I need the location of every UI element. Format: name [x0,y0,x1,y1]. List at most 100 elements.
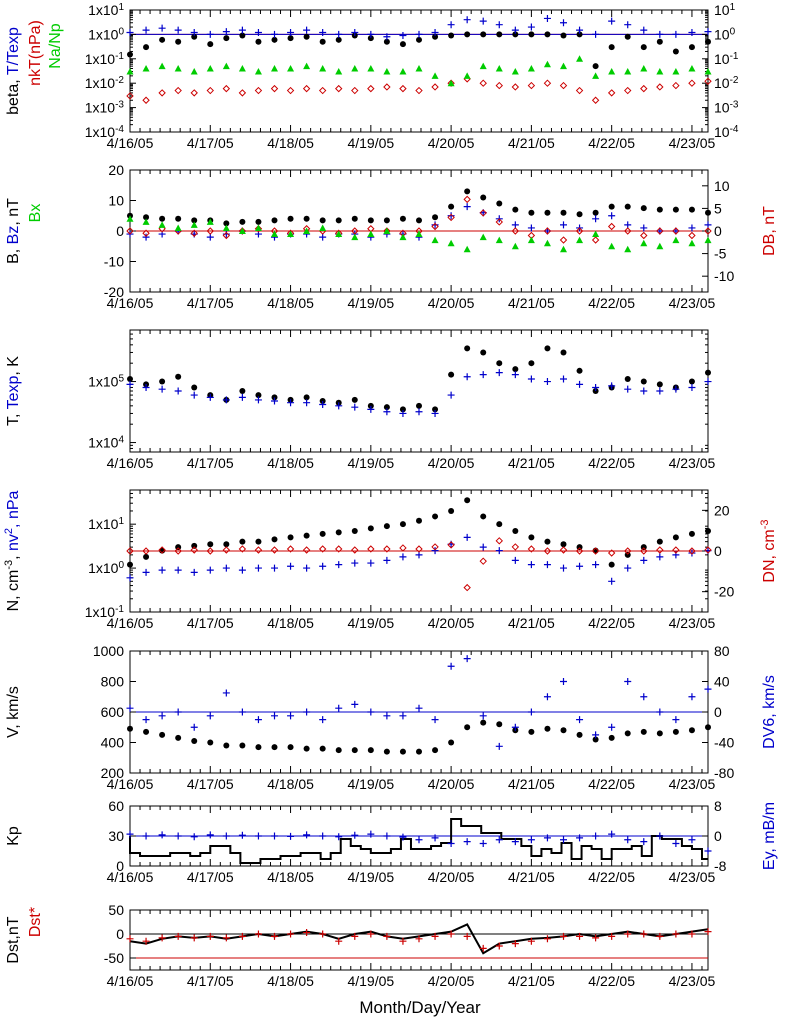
panel-density-right-axis-label-part-1: -3 [759,519,771,529]
panel-velocity-series-0-point [672,728,679,735]
panel-plasma-beta-series-0-point [255,38,262,45]
panel-velocity-date-label-5: 4/21/05 [508,776,555,792]
panel-plasma-beta-right-y-tick-label-1-exp: 0 [730,26,736,37]
panel-velocity-date-label-4: 4/20/05 [428,776,475,792]
panel-density-right-y-tick-label-1-base: 0 [714,543,722,559]
panel-velocity-right-y-tick-label-3-base: -40 [714,735,734,751]
panel-magnetic-field-series-0-point [383,217,390,224]
panel-velocity-series-1-point [222,689,230,697]
panel-velocity-series-0-point [705,724,711,731]
panel-magnetic-field-series-3-point [576,236,584,244]
panel-density-series-0-point [191,542,198,549]
panel-density-date-label-4: 4/20/05 [428,615,475,631]
panel-kp-index-right-axis-label: Ey, mB/m [761,802,778,870]
panel-plasma-beta-series-2-point [431,83,439,91]
panel-density-series-1-point [592,561,600,569]
panel-dst-index-date-label-1: 4/17/05 [187,973,234,989]
panel-velocity-series-0-point [351,747,358,754]
panel-magnetic-field-series-0-point [367,217,374,224]
panel-magnetic-field-series-2-point [222,231,231,240]
panel-density-series-2-point [206,547,214,555]
panel-plasma-beta-series-3-point [303,62,311,70]
panel-velocity-series-1-point [287,712,295,720]
panel-plasma-beta-series-1-point [158,24,166,32]
panel-magnetic-field-series-3-point [287,230,295,238]
panel-plasma-beta: 4/16/05 4/17/05 4/18/05 4/19/05 4/20/05 4/21/… [107,9,716,151]
panel-magnetic-field-right-y-tick-label-1-base: 5 [714,200,722,216]
panel-magnetic-field-series-3-point [688,239,696,247]
panel-plasma-beta-series-3-point [383,68,391,75]
panel-density-series-2-point [479,557,487,565]
panel-density-y-tick-label-2: 1x10-1 [85,604,125,621]
panel-magnetic-field-series-3-point [704,236,712,244]
panel-density-series-2-point [158,546,166,554]
panel-velocity-series-0-point [496,721,503,728]
panel-kp-index-left-axis-label-part-0: Kp [5,826,22,846]
panel-plasma-beta-left-axis-label-part-1: T/Texp [5,27,22,75]
panel-plasma-beta-series-0-point [608,44,615,51]
panel-plasma-beta-series-0-point [399,41,406,48]
panel-plasma-beta-date-label-4: 4/20/05 [428,135,475,151]
panel-plasma-beta-date-label-2: 4/18/05 [267,135,314,151]
panel-kp-index-series-1-point [415,836,423,844]
panel-plasma-beta-series-3-point [158,62,166,70]
panel-dst-index-series-1-point [608,932,616,940]
panel-density-series-2-point [399,544,407,552]
panel-plasma-beta-series-3-point [495,65,503,72]
panel-magnetic-field-series-1-point [142,233,150,241]
panel-plasma-beta-series-0-point [672,48,679,55]
panel-magnetic-field-series-3-point [399,233,407,241]
panel-magnetic-field-right-y-tick-label-0: 10 [714,178,730,194]
panel-density-series-2-point [656,546,664,554]
panel-velocity-series-0-point [656,730,663,737]
panel-dst-index-series-1-point [447,930,455,938]
panel-plasma-beta-series-1-point [238,26,246,34]
panel-plasma-beta-series-3-point [640,65,648,72]
panel-plasma-beta-series-3-point [206,65,214,72]
panel-magnetic-field-series-0-point [688,206,695,213]
panel-magnetic-field-series-2-point [672,227,680,235]
panel-velocity-series-0-point [480,719,487,726]
panel-plasma-beta-series-3-point [624,68,632,75]
panel-dst-index-series-1-point [174,932,182,940]
panel-velocity-series-1-point [431,716,439,724]
panel-magnetic-field-series-2-point [431,222,439,231]
panel-plasma-beta-series-3-point [287,65,295,72]
panel-plasma-beta-series-2-point [543,79,552,87]
panel-velocity-series-0-point [207,739,214,746]
panel-plasma-beta-y-tick-label-0: 1x101 [88,2,124,19]
panel-dst-index-series-1-point [335,937,343,945]
panel-temperature-series-0-point [191,384,198,391]
panel-velocity-date-label-0: 4/16/05 [107,776,154,792]
panel-kp-index-y-tick-label-2: 0 [116,858,124,874]
panel-plasma-beta-y-tick-label-5: 1x10-4 [85,124,125,141]
panel-magnetic-field-right-y-tick-label-1: 5 [714,200,722,216]
panel-temperature-y-tick-label-0: 1x105 [88,373,124,390]
panel-density-series-1-point [543,561,551,569]
panel-density-series-0-point [544,538,551,545]
panel-temperature-series-1-point [495,369,503,377]
panel-kp-index-series-0-line [129,818,708,864]
panel-density-series-2-point [254,546,263,554]
panel-magnetic-field-series-1-point [640,224,648,232]
panel-magnetic-field-series-1-point [206,233,214,241]
panel-density-series-0-point [319,530,326,537]
panel-kp-index-y-tick-label-0-base: 60 [108,798,124,814]
panel-dst-index-y-tick-label-0-base: 50 [108,902,124,918]
panel-density-series-1-point [399,553,407,561]
panel-temperature: 4/16/05 4/17/05 4/18/05 4/19/05 4/20/05 4/21/… [107,329,716,471]
panel-plasma-beta-left-axis-label-part-0: beta, [5,75,22,115]
panel-magnetic-field-series-0-point [496,200,503,207]
panel-temperature-series-0-point [496,360,503,367]
panel-kp-index: 4/16/05 4/17/05 4/18/05 4/19/05 4/20/05 4/21/… [107,805,716,885]
panel-plasma-beta-series-1-point [592,30,600,38]
panel-temperature-date-label-1: 4/17/05 [187,455,234,471]
panel-velocity-right-y-tick-label-2: 0 [714,704,722,720]
panel-density-series-0-point [335,529,342,536]
panel-velocity-series-0-point [416,748,422,755]
panel-plasma-beta-series-1-point [511,26,519,34]
panel-velocity-right-y-tick-label-0: 80 [714,643,730,659]
panel-velocity-series-0-point [624,730,631,737]
panel-plasma-beta-series-0-point [592,63,599,70]
panel-velocity-series-1-point [463,655,471,663]
